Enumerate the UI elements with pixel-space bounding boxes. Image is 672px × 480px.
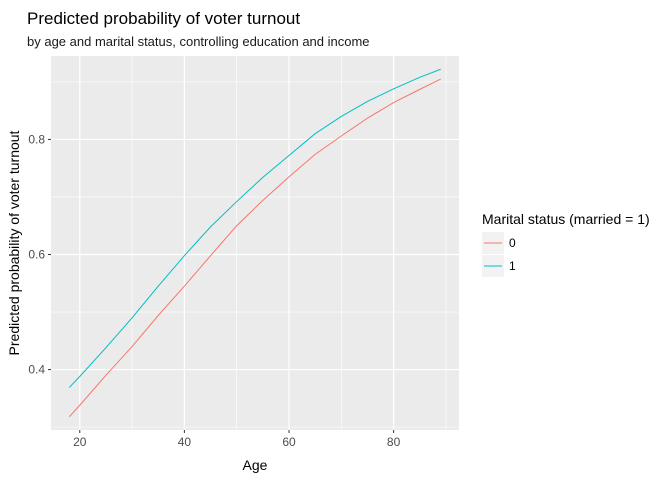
major-gridlines [51, 56, 459, 430]
y-tick-label: 0.8 [28, 132, 45, 146]
series-line-0 [68, 78, 441, 418]
series-lines [68, 68, 441, 418]
legend-label-1: 1 [509, 259, 516, 273]
x-tick-label: 60 [282, 435, 296, 449]
axis-ticks: 20 40 60 80 0.4 0.6 0.8 [28, 132, 400, 449]
x-tick-label: 20 [73, 435, 87, 449]
y-tick-label: 0.6 [28, 248, 45, 262]
minor-gridlines [51, 56, 459, 430]
chart-subtitle: by age and marital status, controlling e… [27, 34, 370, 49]
series-line-1 [68, 68, 441, 388]
legend: 01 [482, 232, 516, 277]
legend-title: Marital status (married = 1) [482, 211, 650, 227]
x-axis-title: Age [243, 457, 268, 473]
x-tick-label: 40 [178, 435, 192, 449]
legend-label-0: 0 [509, 236, 516, 250]
x-tick-label: 80 [387, 435, 401, 449]
chart-title: Predicted probability of voter turnout [27, 9, 300, 28]
plot-panel [51, 56, 459, 430]
y-tick-label: 0.4 [28, 363, 45, 377]
y-axis-title: Predicted probability of voter turnout [6, 130, 22, 355]
